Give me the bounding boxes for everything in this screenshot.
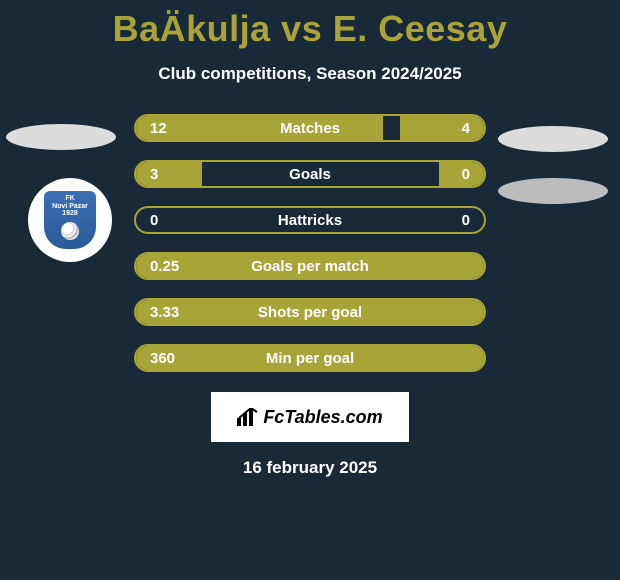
brand-link[interactable]: FcTables.com	[211, 392, 409, 442]
page-title: BaÄkulja vs E. Ceesay	[0, 0, 620, 50]
date-text: 16 february 2025	[0, 458, 620, 478]
player-placeholder-right-1	[498, 126, 608, 152]
stat-label: Hattricks	[136, 212, 484, 229]
player-placeholder-left	[6, 124, 116, 150]
crest-shield-icon: FK Novi Pazar 1928	[44, 191, 96, 249]
stat-row: 3.33Shots per goal	[134, 298, 486, 326]
stats-bars: 124Matches 30Goals 00Hattricks 0.25Goals pe…	[134, 114, 486, 372]
crest-line1: FK	[65, 195, 74, 203]
stat-row: 124Matches	[134, 114, 486, 142]
stat-row: 30Goals	[134, 160, 486, 188]
stat-label: Goals per match	[136, 258, 484, 275]
stat-row: 00Hattricks	[134, 206, 486, 234]
stat-row: 0.25Goals per match	[134, 252, 486, 280]
stat-label: Shots per goal	[136, 304, 484, 321]
stat-label: Goals	[136, 166, 484, 183]
bars-icon	[237, 408, 259, 426]
player-placeholder-right-2	[498, 178, 608, 204]
brand-text: FcTables.com	[263, 407, 382, 428]
subtitle: Club competitions, Season 2024/2025	[0, 64, 620, 84]
stat-label: Matches	[136, 120, 484, 137]
crest-line3: 1928	[62, 210, 78, 218]
club-crest: FK Novi Pazar 1928	[28, 178, 112, 262]
soccer-ball-icon	[61, 222, 79, 240]
stat-label: Min per goal	[136, 350, 484, 367]
crest-line2: Novi Pazar	[52, 203, 88, 211]
stat-row: 360Min per goal	[134, 344, 486, 372]
